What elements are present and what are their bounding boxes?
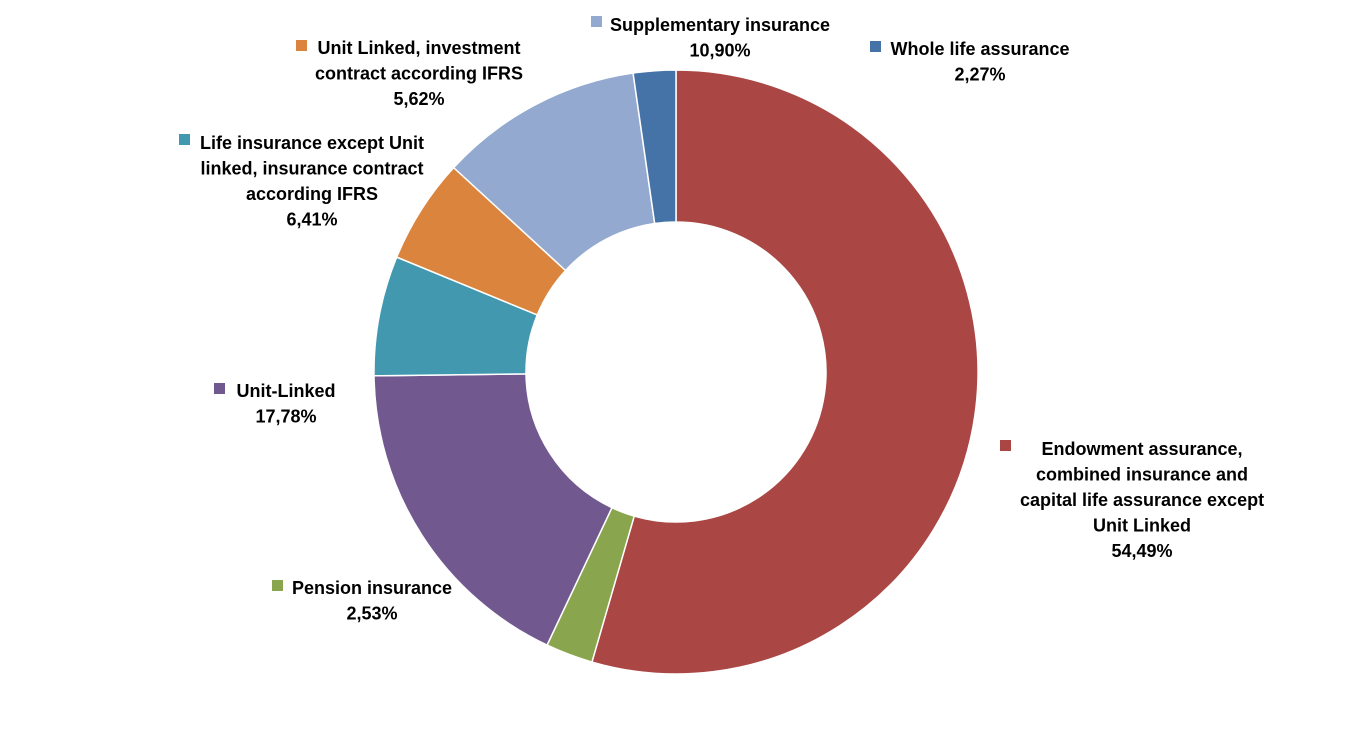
value-label: 2,53% (346, 604, 397, 624)
legend-marker-3 (214, 383, 225, 394)
legend-marker-6 (591, 16, 602, 27)
data-label-4: Life insurance except Unit linked, insura… (200, 133, 424, 230)
value-label: 10,90% (689, 41, 750, 61)
label-line: Whole life assurance (890, 39, 1069, 59)
legend-marker-1 (1000, 440, 1011, 451)
legend-marker-7 (870, 41, 881, 52)
slice-1 (591, 69, 979, 675)
value-label: 6,41% (286, 210, 337, 230)
label-line: according IFRS (246, 184, 378, 204)
label-line: capital life assurance except (1020, 490, 1264, 510)
value-label: 54,49% (1111, 541, 1172, 561)
slice-3 (373, 373, 613, 647)
data-label-6: Supplementary insurance 10,90% (610, 15, 830, 61)
label-line: Unit-Linked (237, 381, 336, 401)
data-label-1: Endowment assurance, combined insurance a… (1020, 439, 1264, 561)
legend-marker-4 (179, 134, 190, 145)
value-label: 5,62% (393, 89, 444, 109)
data-label-7: Whole life assurance 2,27% (890, 39, 1069, 85)
label-line: Unit Linked (1093, 516, 1191, 536)
label-line: Endowment assurance, (1041, 439, 1242, 459)
legend-marker-5 (296, 40, 307, 51)
legend-marker-2 (272, 580, 283, 591)
data-label-3: Unit-Linked 17,78% (237, 381, 336, 427)
slice-7 (632, 69, 677, 225)
data-label-5: Unit Linked, investment contract accordin… (315, 38, 523, 109)
value-label: 17,78% (255, 407, 316, 427)
value-label: 2,27% (954, 65, 1005, 85)
label-line: Unit Linked, investment (317, 38, 520, 58)
label-line: Supplementary insurance (610, 15, 830, 35)
data-label-2: Pension insurance 2,53% (292, 578, 452, 624)
label-line: linked, insurance contract (200, 159, 423, 179)
label-line: Life insurance except Unit (200, 133, 424, 153)
label-line: Pension insurance (292, 578, 452, 598)
label-line: combined insurance and (1036, 465, 1248, 485)
label-line: contract according IFRS (315, 64, 523, 84)
